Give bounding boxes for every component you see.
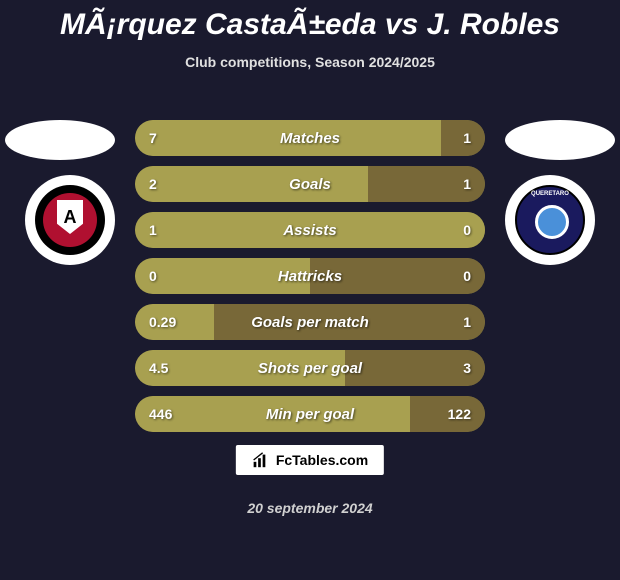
page-title: MÃ¡rquez CastaÃ±eda vs J. Robles: [0, 8, 620, 42]
player-right-avatar-placeholder: [505, 120, 615, 160]
queretaro-logo: QUERETARO: [515, 185, 585, 255]
stat-label: Matches: [135, 130, 485, 147]
stat-row: 21Goals: [135, 166, 485, 202]
player-left-avatar-placeholder: [5, 120, 115, 160]
stat-label: Goals: [135, 176, 485, 193]
stat-label: Min per goal: [135, 406, 485, 423]
stat-label: Hattricks: [135, 268, 485, 285]
stat-row: 0.291Goals per match: [135, 304, 485, 340]
club-badge-right: QUERETARO: [505, 175, 595, 265]
chart-icon: [252, 451, 270, 469]
stat-row: 00Hattricks: [135, 258, 485, 294]
stat-label: Shots per goal: [135, 360, 485, 377]
subtitle: Club competitions, Season 2024/2025: [0, 54, 620, 70]
queretaro-label: QUERETARO: [517, 191, 583, 197]
stats-container: 71Matches 21Goals 10Assists 00Hattricks 0.29…: [135, 120, 485, 442]
stat-row: 4.53Shots per goal: [135, 350, 485, 386]
atlas-logo: A: [35, 185, 105, 255]
stat-label: Assists: [135, 222, 485, 239]
stat-row: 71Matches: [135, 120, 485, 156]
branding-text: FcTables.com: [276, 452, 368, 468]
stat-row: 446122Min per goal: [135, 396, 485, 432]
stat-label: Goals per match: [135, 314, 485, 331]
club-badge-left: A: [25, 175, 115, 265]
date-label: 20 september 2024: [247, 500, 372, 516]
stat-row: 10Assists: [135, 212, 485, 248]
branding-badge: FcTables.com: [236, 445, 384, 475]
